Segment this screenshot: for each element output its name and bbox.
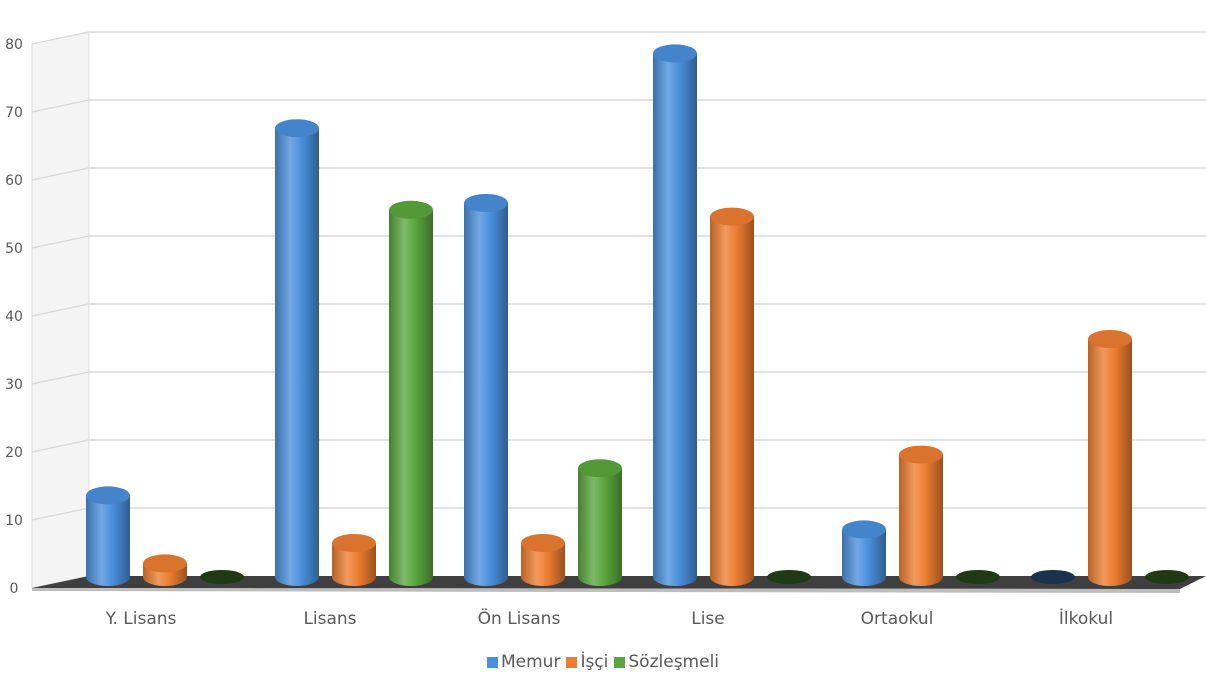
- bar: [1088, 330, 1132, 586]
- bar: [275, 119, 319, 586]
- legend-label: Memur: [500, 652, 561, 672]
- y-tick-label: 50: [5, 241, 23, 257]
- bar: [710, 207, 754, 586]
- bar: [956, 570, 1000, 584]
- gridline: [31, 31, 1206, 45]
- bar: [332, 534, 376, 586]
- legend-swatch: [566, 656, 578, 668]
- bar: [389, 200, 433, 587]
- y-tick-label: 0: [10, 581, 19, 597]
- y-tick-label: 20: [5, 445, 23, 461]
- bar: [143, 554, 187, 586]
- x-tick-label: Ortaokul: [861, 609, 934, 629]
- legend-swatch: [486, 656, 498, 668]
- bar: [653, 44, 697, 586]
- bar: [842, 520, 886, 586]
- legend-item: Sözleşmeli: [614, 652, 719, 672]
- bar: [1145, 570, 1189, 584]
- gridline: [31, 303, 1206, 317]
- legend-label: Sözleşmeli: [628, 652, 720, 672]
- bar: [767, 570, 811, 584]
- x-tick-label: İlkokul: [1059, 608, 1113, 629]
- legend-label: İşçi: [580, 652, 609, 672]
- gridline: [31, 99, 1206, 113]
- y-tick-label: 80: [5, 37, 23, 53]
- y-tick-label: 70: [5, 105, 23, 121]
- x-tick-label: Lise: [691, 609, 725, 629]
- bar: [1031, 570, 1075, 584]
- bar: [464, 194, 508, 586]
- y-tick-label: 60: [5, 173, 23, 189]
- floor-edge: [32, 588, 1180, 593]
- bar: [200, 570, 244, 584]
- x-tick-label: Ön Lisans: [478, 607, 561, 629]
- legend-item: İşçi: [566, 652, 608, 672]
- y-tick-label: 10: [5, 513, 23, 529]
- gridline: [31, 439, 1206, 453]
- y-tick-label: 30: [5, 377, 23, 393]
- gridline: [31, 235, 1206, 249]
- bar: [521, 534, 565, 586]
- bar: [86, 486, 130, 586]
- x-tick-label: Lisans: [303, 609, 356, 629]
- legend: Memur İşçi Sözleşmeli: [0, 652, 1206, 673]
- y-tick-label: 40: [5, 309, 23, 325]
- legend-item: Memur: [486, 652, 561, 672]
- legend-swatch: [614, 656, 626, 668]
- bar: [578, 459, 622, 586]
- x-tick-label: Y. Lisans: [105, 609, 177, 629]
- gridline: [31, 371, 1206, 385]
- bar: [899, 445, 943, 586]
- gridline: [31, 167, 1206, 181]
